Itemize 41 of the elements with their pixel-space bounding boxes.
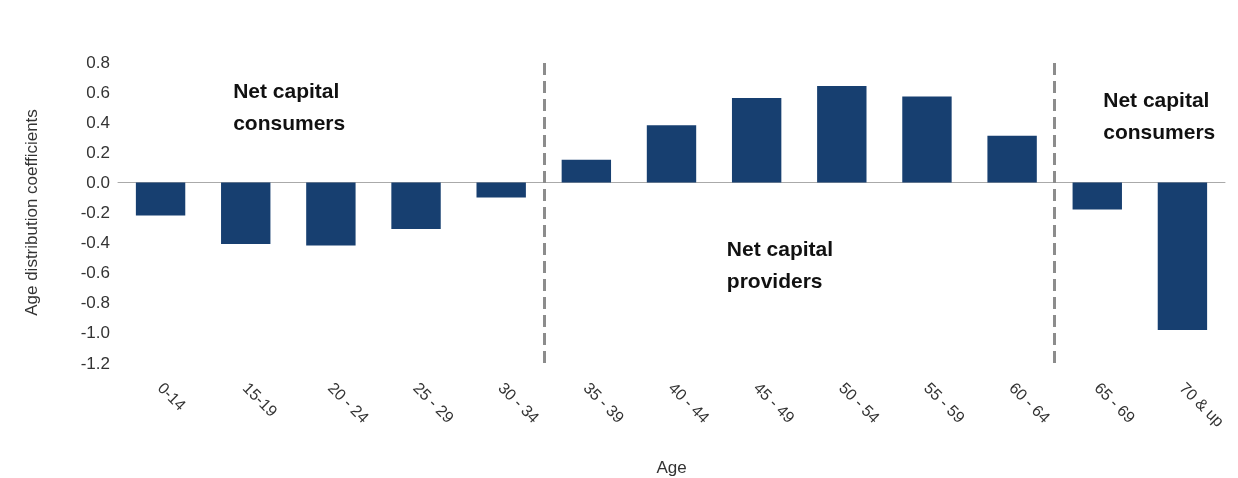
bar [817,86,867,183]
y-tick-label: 0.4 [86,112,110,132]
x-tick-label: 0-14 [154,378,190,414]
bar [221,182,271,245]
x-tick-label: 30 - 34 [495,378,543,427]
y-tick-label: -0.2 [80,203,110,222]
bar [1157,182,1208,330]
x-axis-title: Age [656,458,687,477]
x-tick-label: 40 - 44 [665,378,713,427]
bar [646,125,697,183]
annotation: Net capital providers [726,236,839,292]
x-tick-label: 65 - 69 [1091,378,1139,427]
y-tick-label: 0.6 [86,82,110,102]
bar [1072,182,1122,210]
bar [561,159,612,183]
bar [135,182,186,216]
y-tick-label: -0.4 [80,233,110,253]
y-tick-label: 0.2 [86,142,110,162]
x-tick-label: 25 - 29 [410,378,458,427]
bar [306,182,356,246]
y-axis-title: Age distribution coefficients [22,109,41,316]
bar [391,182,441,230]
y-tick-label: 0.0 [86,172,110,192]
x-tick-label: 55 - 59 [920,378,969,427]
bar [987,135,1037,183]
y-tick-label: 0.8 [86,52,110,72]
annotation: Net capital consumers [233,79,346,135]
y-tick-label: -1.2 [80,353,110,373]
y-tick-label: -1.0 [80,323,110,343]
x-tick-label: 20 - 24 [324,378,373,427]
annotation: Net capital consumers [1103,87,1216,143]
x-tick-label: 70 & up [1176,378,1228,431]
x-tick-label: 50 - 54 [835,378,884,427]
x-tick-label: 60 - 64 [1006,378,1054,427]
bar [731,98,782,183]
bar [476,182,526,198]
bar [902,96,952,183]
x-tick-label: 35 - 39 [580,378,628,427]
x-tick-label: 45 - 49 [750,378,798,427]
y-tick-label: -0.8 [80,293,110,313]
y-tick-label: -0.6 [80,263,110,283]
